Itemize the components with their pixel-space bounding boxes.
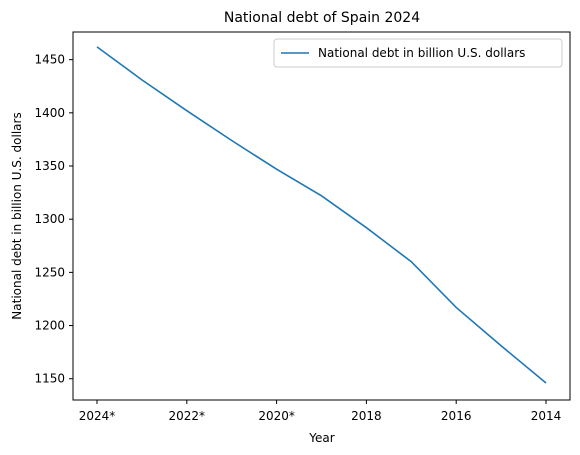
y-tick-label: 1300 bbox=[34, 212, 65, 226]
y-tick-label: 1250 bbox=[34, 265, 65, 279]
y-tick-label: 1150 bbox=[34, 372, 65, 386]
y-axis-label: National debt in billion U.S. dollars bbox=[10, 112, 24, 319]
x-tick-label: 2014 bbox=[531, 409, 562, 423]
x-tick-label: 2022* bbox=[169, 409, 206, 423]
y-tick-label: 1450 bbox=[34, 53, 65, 67]
x-axis: 2024* 2022* 2020* 2018 2016 2014 bbox=[79, 400, 562, 423]
y-tick-label: 1400 bbox=[34, 106, 65, 120]
legend-box bbox=[273, 38, 563, 68]
legend: National debt in billion U.S. dollars bbox=[273, 38, 563, 68]
series-line-national-debt bbox=[96, 46, 547, 384]
y-tick-label: 1200 bbox=[34, 319, 65, 333]
chart-title: National debt of Spain 2024 bbox=[224, 10, 420, 26]
x-tick-label: 2024* bbox=[79, 409, 116, 423]
y-axis: 1150 1200 1250 1300 1350 1400 1450 bbox=[34, 53, 73, 386]
plot-area bbox=[72, 31, 571, 401]
y-tick-label: 1350 bbox=[34, 159, 65, 173]
x-tick-label: 2016 bbox=[441, 409, 472, 423]
legend-label: National debt in billion U.S. dollars bbox=[318, 46, 525, 60]
x-tick-label: 2018 bbox=[351, 409, 382, 423]
x-axis-label: Year bbox=[308, 431, 334, 445]
x-tick-label: 2020* bbox=[258, 409, 295, 423]
